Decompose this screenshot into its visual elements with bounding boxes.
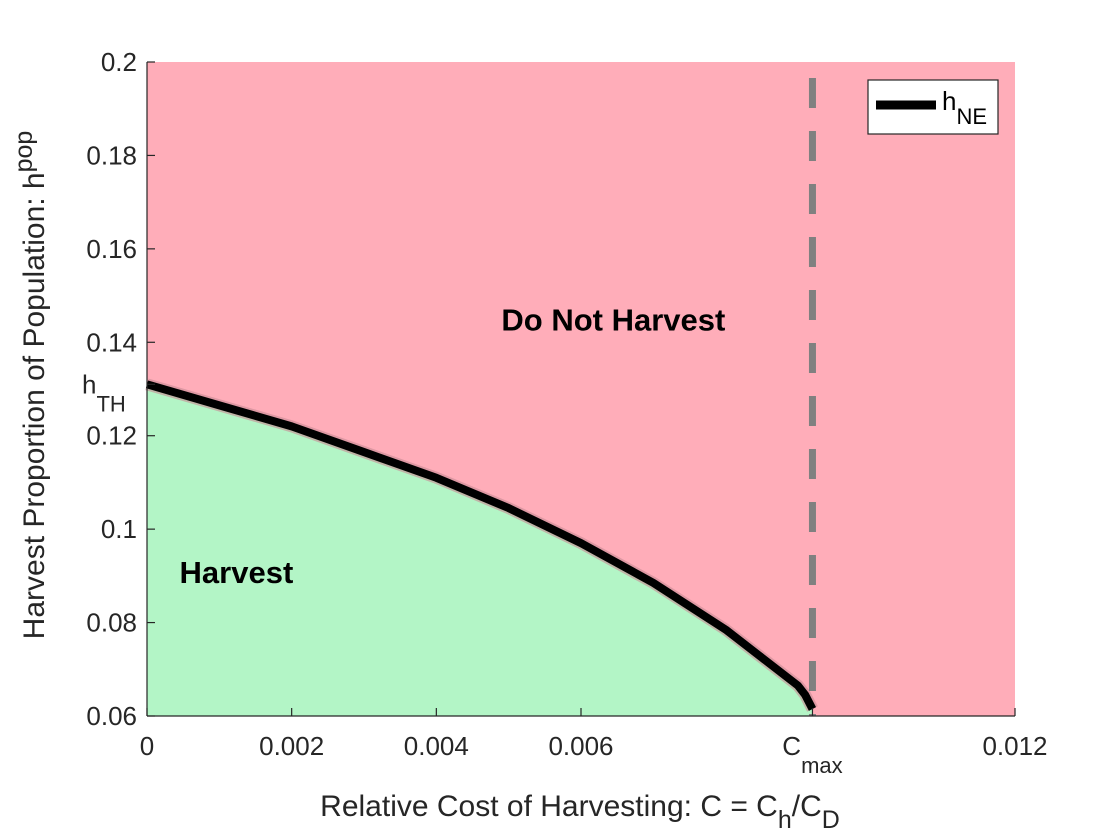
- y-tick-label: 0.18: [86, 140, 137, 170]
- x-tick-label: 0: [140, 731, 154, 761]
- do-not-harvest-label: Do Not Harvest: [501, 303, 725, 338]
- y-tick-label: 0.1: [101, 514, 137, 544]
- harvest-label: Harvest: [180, 555, 294, 590]
- x-axis-label: Relative Cost of Harvesting: C = Ch/CD: [320, 790, 840, 834]
- y-axis-label: Harvest Proportion of Population: hpop: [10, 131, 51, 640]
- curve-layer: [145, 378, 818, 712]
- labels: Relative Cost of Harvesting: C = Ch/CD Ha…: [10, 131, 840, 834]
- legend: hNE: [867, 79, 999, 135]
- x-tick-label: 0.012: [982, 731, 1047, 761]
- y-tick-label: 0.12: [86, 421, 137, 451]
- y-tick-label: 0.16: [86, 234, 137, 264]
- legend-label: hNE: [942, 86, 987, 129]
- y-tick-label: 0.08: [86, 608, 137, 638]
- regions-layer: [147, 62, 1015, 716]
- y-tick-label: hTH: [82, 369, 126, 416]
- x-tick-label: 0.006: [548, 731, 613, 761]
- y-tick-label: 0.2: [101, 47, 137, 77]
- x-tick-label: Cmax: [782, 731, 842, 778]
- x-tick-label: 0.002: [259, 731, 324, 761]
- y-tick-label: 0.14: [86, 327, 137, 357]
- ticks: 0 0.002 0.004 0.006 Cmax 0.012 0.06 0.08 0.1 0.12…: [82, 47, 1048, 778]
- y-tick-label: 0.06: [86, 701, 137, 731]
- h-ne-curve: [145, 380, 817, 711]
- harvest-region: [147, 384, 813, 716]
- x-tick-label: 0.004: [404, 731, 469, 761]
